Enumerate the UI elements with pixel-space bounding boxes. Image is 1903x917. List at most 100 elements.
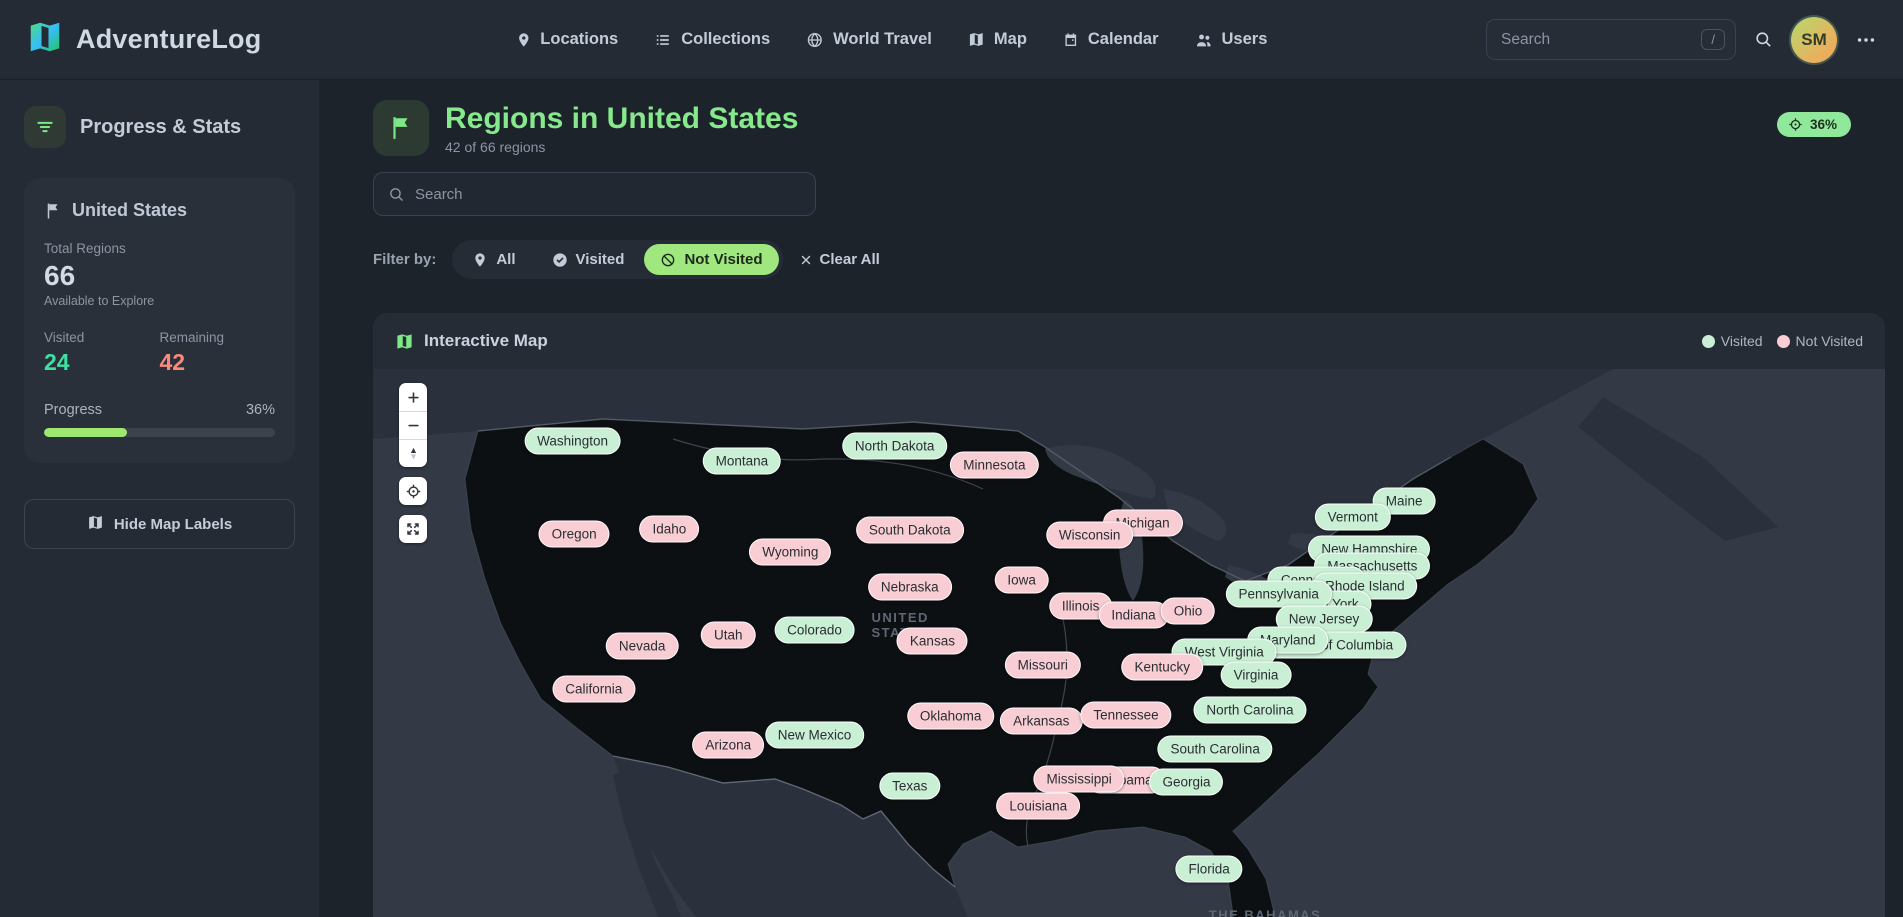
clear-all-button[interactable]: Clear All (799, 251, 880, 268)
map-region-label-georgia[interactable]: Georgia (1149, 768, 1224, 796)
nav-item-world-travel[interactable]: World Travel (806, 30, 932, 49)
nav-item-locations[interactable]: Locations (515, 30, 618, 49)
map-canvas[interactable]: UNITED STATESTHE BAHAMAS WashingtonMonta… (373, 369, 1885, 917)
nav-item-map[interactable]: Map (968, 30, 1027, 49)
map-region-label-kansas[interactable]: Kansas (896, 627, 968, 655)
visited-label: Visited (44, 330, 85, 345)
filter-chip-all[interactable]: All (456, 244, 531, 275)
remaining-label: Remaining (159, 330, 225, 345)
map-region-label-mississippi[interactable]: Mississippi (1033, 765, 1125, 793)
x-icon (801, 255, 810, 264)
country-stats-card: United States Total Regions 66 Available… (24, 178, 295, 463)
map-icon (968, 31, 985, 48)
map-region-label-california[interactable]: California (552, 675, 636, 703)
map-region-label-virginia[interactable]: Virginia (1220, 661, 1292, 689)
crosshair-icon (1789, 118, 1802, 131)
region-search[interactable] (373, 172, 816, 216)
map-region-label-kentucky[interactable]: Kentucky (1121, 653, 1204, 681)
map-region-label-utah[interactable]: Utah (701, 621, 756, 649)
map-region-label-washington[interactable]: Washington (524, 427, 621, 455)
map-region-label-montana[interactable]: Montana (702, 447, 782, 475)
users-icon (1195, 31, 1213, 49)
overflow-menu-icon[interactable] (1855, 29, 1877, 51)
filter-chip-not-visited[interactable]: Not Visited (644, 244, 779, 275)
nav-item-users[interactable]: Users (1195, 30, 1267, 49)
map-region-label-oklahoma[interactable]: Oklahoma (906, 702, 995, 730)
map-region-label-nebraska[interactable]: Nebraska (867, 573, 952, 601)
main-content: 36% Regions in United States 42 of 66 re… (319, 80, 1903, 917)
region-search-input[interactable] (415, 185, 801, 203)
map-region-label-north-carolina[interactable]: North Carolina (1193, 696, 1307, 724)
page-title: Regions in United States (445, 101, 799, 135)
pin-icon (472, 252, 488, 268)
nav-item-calendar[interactable]: Calendar (1063, 30, 1159, 49)
map-region-label-wyoming[interactable]: Wyoming (749, 538, 832, 566)
fullscreen-button[interactable] (399, 515, 427, 543)
map-region-label-louisiana[interactable]: Louisiana (996, 792, 1081, 820)
page-flag-icon (373, 100, 429, 156)
map-region-label-south-carolina[interactable]: South Carolina (1157, 735, 1273, 763)
search-icon[interactable] (1754, 30, 1773, 49)
map-region-label-minnesota[interactable]: Minnesota (950, 451, 1039, 479)
legend-dot (1776, 334, 1790, 348)
app-title: AdventureLog (76, 24, 262, 54)
flag-icon (44, 202, 62, 220)
map-region-label-idaho[interactable]: Idaho (639, 515, 700, 543)
total-regions-label: Total Regions (44, 241, 126, 256)
map-region-label-illinois[interactable]: Illinois (1048, 592, 1113, 620)
nav-item-collections[interactable]: Collections (654, 30, 770, 49)
legend-not-visited: Not Visited (1776, 333, 1863, 349)
globe-icon (806, 31, 824, 49)
map-icon (395, 332, 414, 351)
page-subtitle: 42 of 66 regions (445, 138, 546, 155)
country-name: United States (72, 200, 188, 220)
locate-button[interactable] (399, 477, 427, 505)
map-region-label-nevada[interactable]: Nevada (605, 632, 679, 660)
progress-bar-fill (44, 428, 128, 437)
compass-button[interactable] (399, 439, 427, 467)
map-region-label-vermont[interactable]: Vermont (1314, 503, 1391, 531)
avatar[interactable]: SM (1791, 16, 1837, 63)
map-region-label-iowa[interactable]: Iowa (994, 566, 1049, 594)
map-region-label-indiana[interactable]: Indiana (1098, 601, 1169, 629)
map-region-label-new-mexico[interactable]: New Mexico (764, 721, 865, 749)
map-region-label-florida[interactable]: Florida (1175, 855, 1243, 883)
map-legend: Visited Not Visited (1701, 333, 1863, 349)
filter-by-label: Filter by: (373, 251, 437, 268)
map-region-label-oregon[interactable]: Oregon (538, 520, 610, 548)
remaining-value: 42 (159, 349, 186, 375)
nav-menu: Locations Collections World Travel Map Calen… (515, 0, 1267, 79)
map-icon (87, 514, 104, 535)
legend-dot (1701, 334, 1715, 348)
map-region-label-wisconsin[interactable]: Wisconsin (1045, 521, 1134, 549)
map-region-label-north-dakota[interactable]: North Dakota (841, 432, 948, 460)
sidebar-title: Progress & Stats (80, 115, 242, 138)
zoom-in-button[interactable] (399, 383, 427, 411)
completion-badge[interactable]: 36% (1776, 112, 1851, 137)
total-regions-sub: Available to Explore (44, 294, 155, 308)
map-region-label-texas[interactable]: Texas (879, 772, 941, 800)
interactive-map-card: Interactive Map Visited Not Visited (373, 313, 1885, 917)
sidebar: Progress & Stats United States Total Reg… (0, 80, 319, 917)
filter-chip-group: All Visited Not Visited (452, 240, 783, 279)
map-region-label-arizona[interactable]: Arizona (692, 731, 765, 759)
list-icon (654, 31, 672, 49)
map-region-label-tennessee[interactable]: Tennessee (1080, 701, 1172, 729)
progress-label: Progress (44, 402, 103, 418)
navbar-search-input[interactable] (1501, 30, 1702, 49)
map-region-label-colorado[interactable]: Colorado (774, 616, 855, 644)
app-brand[interactable]: AdventureLog (26, 18, 261, 61)
pin-icon (515, 32, 531, 48)
zoom-out-button[interactable] (399, 411, 427, 439)
search-shortcut-kbd: / (1701, 29, 1725, 50)
map-region-label-pennsylvania[interactable]: Pennsylvania (1225, 580, 1332, 608)
filter-chip-visited[interactable]: Visited (536, 244, 641, 275)
navbar: AdventureLog Locations Collections World T… (0, 0, 1903, 80)
map-region-label-missouri[interactable]: Missouri (1004, 651, 1081, 679)
navbar-search[interactable]: / (1486, 19, 1736, 60)
map-region-label-ohio[interactable]: Ohio (1160, 597, 1216, 625)
map-region-label-arkansas[interactable]: Arkansas (1000, 707, 1083, 735)
map-region-label-south-dakota[interactable]: South Dakota (855, 516, 964, 544)
check-circle-icon (552, 252, 568, 268)
hide-map-labels-button[interactable]: Hide Map Labels (24, 499, 295, 549)
